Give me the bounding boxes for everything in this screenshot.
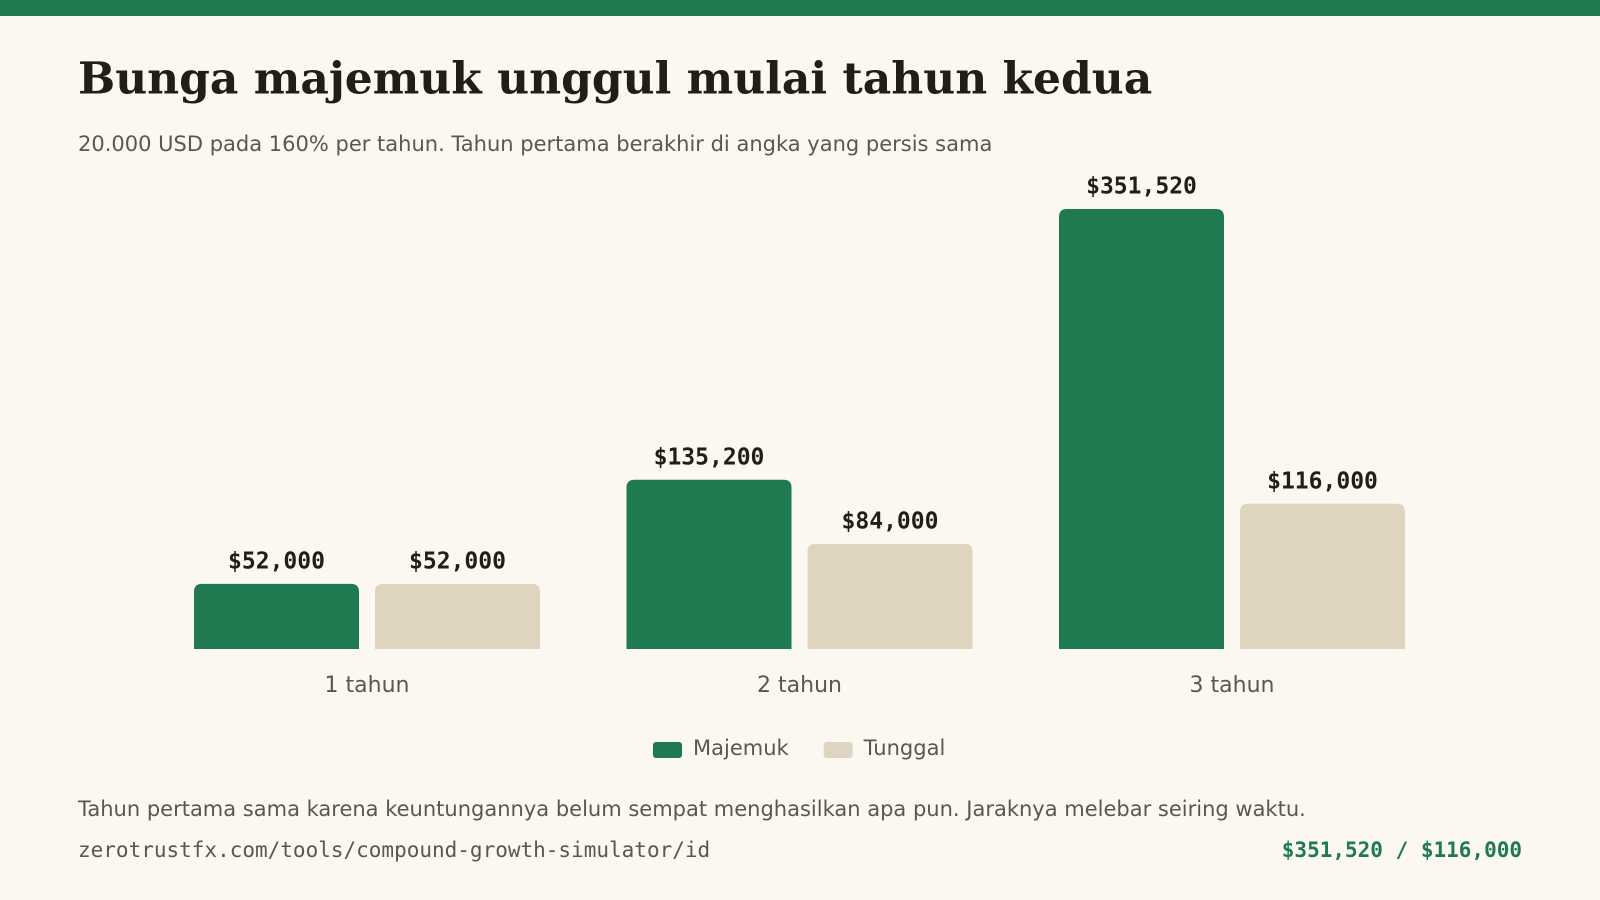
value-label: $84,000 [842,508,939,534]
x-tick-label: 3 tahun [1190,673,1275,698]
footnote: Tahun pertama sama karena keuntungannya … [77,797,1306,821]
top-bar [0,0,1600,16]
legend-label: Majemuk [693,736,790,760]
value-label: $52,000 [228,548,325,574]
value-label: $135,200 [654,444,765,470]
x-tick-label: 2 tahun [757,673,842,698]
source: zerotrustfx.com/tools/compound-growth-si… [78,838,710,862]
bar [626,479,792,649]
legend-swatch [823,742,853,758]
bar [194,583,359,649]
bar [375,583,540,649]
bar [1240,503,1405,649]
chart-subtitle: 20.000 USD pada 160% per tahun. Tahun pe… [78,132,992,156]
bar [807,543,973,649]
summary: $351,520 / $116,000 [1282,838,1522,862]
legend-label: Tunggal [863,736,946,760]
value-label: $351,520 [1086,174,1197,200]
legend-swatch [653,742,682,758]
bar [1059,209,1224,649]
value-label: $116,000 [1267,468,1378,494]
value-label: $52,000 [409,548,506,574]
chart-title: Bunga majemuk unggul mulai tahun kedua [78,54,1152,105]
x-tick-label: 1 tahun [325,673,410,698]
